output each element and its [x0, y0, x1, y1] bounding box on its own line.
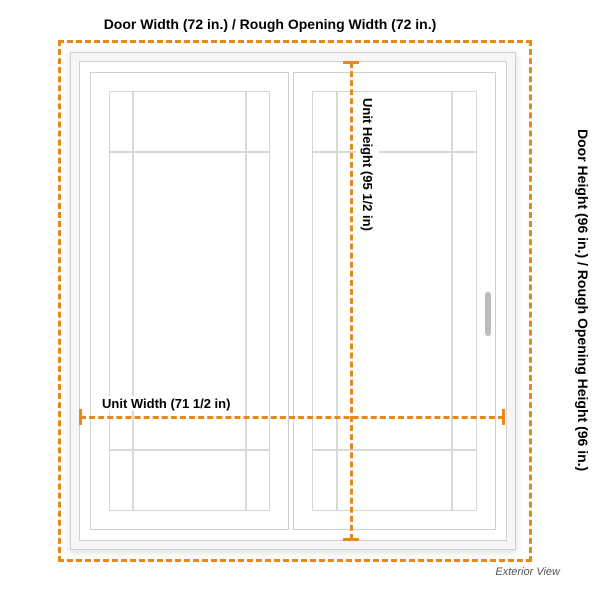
top-width-label: Door Width (72 in.) / Rough Opening Widt… [0, 16, 540, 32]
unit-height-label: Unit Height (95 1/2 in) [356, 98, 379, 231]
exterior-view-caption: Exterior View [495, 566, 560, 578]
grille-line [451, 92, 453, 510]
glass-right [312, 91, 477, 511]
door-handle [485, 292, 491, 336]
grille-line [336, 92, 338, 510]
right-height-label: Door Height (96 in.) / Rough Opening Hei… [572, 0, 594, 600]
grille-line [132, 92, 134, 510]
unit-width-label: Unit Width (71 1/2 in) [98, 396, 234, 411]
diagram-stage: Door Width (72 in.) / Rough Opening Widt… [0, 0, 600, 600]
unit-width-dimline [80, 416, 504, 419]
glass-left [109, 91, 270, 511]
grille-line [245, 92, 247, 510]
sliding-panel-left [90, 72, 289, 530]
dim-tick [343, 61, 359, 64]
door-frame [70, 52, 516, 550]
dim-tick [79, 409, 82, 425]
right-height-label-text: Door Height (96 in.) / Rough Opening Hei… [575, 129, 591, 471]
unit-height-dimline [350, 62, 353, 540]
sliding-panel-right [293, 72, 496, 530]
dim-tick [343, 538, 359, 541]
dim-tick [502, 409, 505, 425]
door-frame-inner [79, 61, 507, 541]
